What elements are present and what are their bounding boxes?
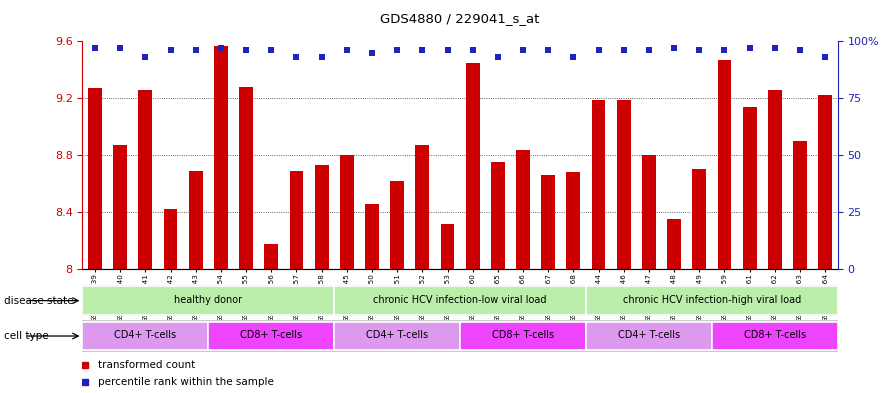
Bar [334, 322, 461, 350]
Bar [711, 322, 838, 350]
Text: chronic HCV infection-high viral load: chronic HCV infection-high viral load [623, 295, 801, 305]
Point [718, 47, 732, 53]
Bar [340, 155, 354, 269]
Point [616, 47, 631, 53]
Point [214, 45, 228, 51]
Text: disease state: disease state [4, 296, 74, 306]
Bar [768, 90, 781, 269]
Bar [391, 181, 404, 269]
Point [415, 47, 429, 53]
Text: GDS4880 / 229041_s_at: GDS4880 / 229041_s_at [381, 12, 539, 25]
Bar [818, 95, 832, 269]
Bar [189, 171, 202, 269]
Bar [113, 145, 127, 269]
Bar [314, 165, 329, 269]
Text: CD4+ T-cells: CD4+ T-cells [618, 331, 680, 340]
Point [692, 47, 706, 53]
Bar [139, 90, 152, 269]
Point [188, 47, 202, 53]
Bar [88, 88, 102, 269]
Point [138, 54, 152, 61]
Bar [516, 150, 530, 269]
Bar [416, 145, 429, 269]
Text: transformed count: transformed count [98, 360, 194, 370]
Point [793, 47, 807, 53]
Bar [441, 224, 454, 269]
Text: CD8+ T-cells: CD8+ T-cells [492, 331, 554, 340]
Point [466, 47, 480, 53]
Bar [591, 100, 606, 269]
Bar [491, 162, 504, 269]
Point [566, 54, 581, 61]
Point [768, 45, 782, 51]
Bar [642, 155, 656, 269]
Point [541, 47, 556, 53]
Point [314, 54, 329, 61]
Text: CD4+ T-cells: CD4+ T-cells [366, 331, 428, 340]
Text: chronic HCV infection-low viral load: chronic HCV infection-low viral load [374, 295, 547, 305]
Text: CD8+ T-cells: CD8+ T-cells [240, 331, 302, 340]
Bar [164, 209, 177, 269]
Point [88, 45, 102, 51]
Point [239, 47, 254, 53]
Bar [466, 62, 479, 269]
Point [491, 54, 505, 61]
Bar [82, 322, 208, 350]
Point [591, 47, 606, 53]
Bar [718, 60, 731, 269]
Point [440, 47, 454, 53]
Point [113, 45, 127, 51]
Bar [239, 87, 253, 269]
Bar [208, 322, 334, 350]
Text: CD8+ T-cells: CD8+ T-cells [744, 331, 806, 340]
Bar [82, 286, 334, 315]
Point [743, 45, 757, 51]
Bar [461, 322, 586, 350]
Text: CD4+ T-cells: CD4+ T-cells [115, 331, 177, 340]
Bar [566, 173, 581, 269]
Bar [668, 219, 681, 269]
Bar [264, 244, 278, 269]
Bar [616, 100, 631, 269]
Bar [793, 141, 807, 269]
Bar [289, 171, 304, 269]
Bar [586, 322, 711, 350]
Bar [586, 286, 838, 315]
Text: cell type: cell type [4, 331, 49, 341]
Point [365, 50, 379, 56]
Bar [365, 204, 379, 269]
Text: percentile rank within the sample: percentile rank within the sample [98, 377, 273, 387]
Point [264, 47, 279, 53]
Point [642, 47, 656, 53]
Bar [334, 286, 586, 315]
Bar [743, 107, 756, 269]
Point [340, 47, 354, 53]
Bar [693, 169, 706, 269]
Point [390, 47, 404, 53]
Bar [214, 46, 228, 269]
Point [289, 54, 304, 61]
Point [818, 54, 832, 61]
Point [163, 47, 177, 53]
Text: healthy donor: healthy donor [174, 295, 243, 305]
Bar [541, 175, 556, 269]
Point [516, 47, 530, 53]
Point [667, 45, 681, 51]
